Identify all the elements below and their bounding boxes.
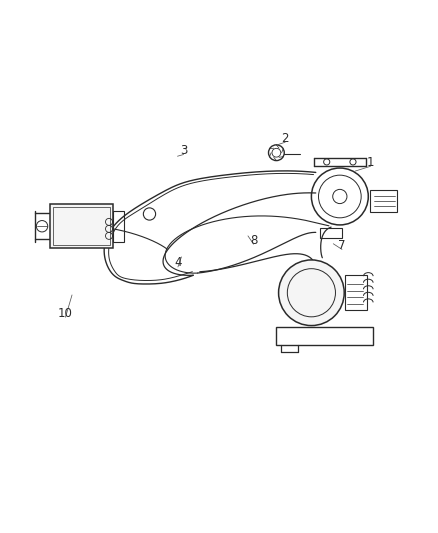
Bar [319, 229, 341, 238]
Text: 10: 10 [58, 307, 73, 320]
Text: 7: 7 [338, 239, 345, 252]
Text: 4: 4 [174, 256, 181, 270]
Circle shape [278, 260, 343, 326]
Bar [370, 190, 396, 212]
Bar [276, 327, 372, 345]
Text: 3: 3 [180, 144, 187, 157]
Text: 1: 1 [366, 156, 373, 169]
Text: 8: 8 [249, 234, 257, 247]
Bar [113, 211, 124, 241]
Bar [344, 275, 366, 310]
Bar [50, 204, 113, 248]
Text: 2: 2 [281, 132, 288, 145]
Bar [53, 207, 110, 245]
